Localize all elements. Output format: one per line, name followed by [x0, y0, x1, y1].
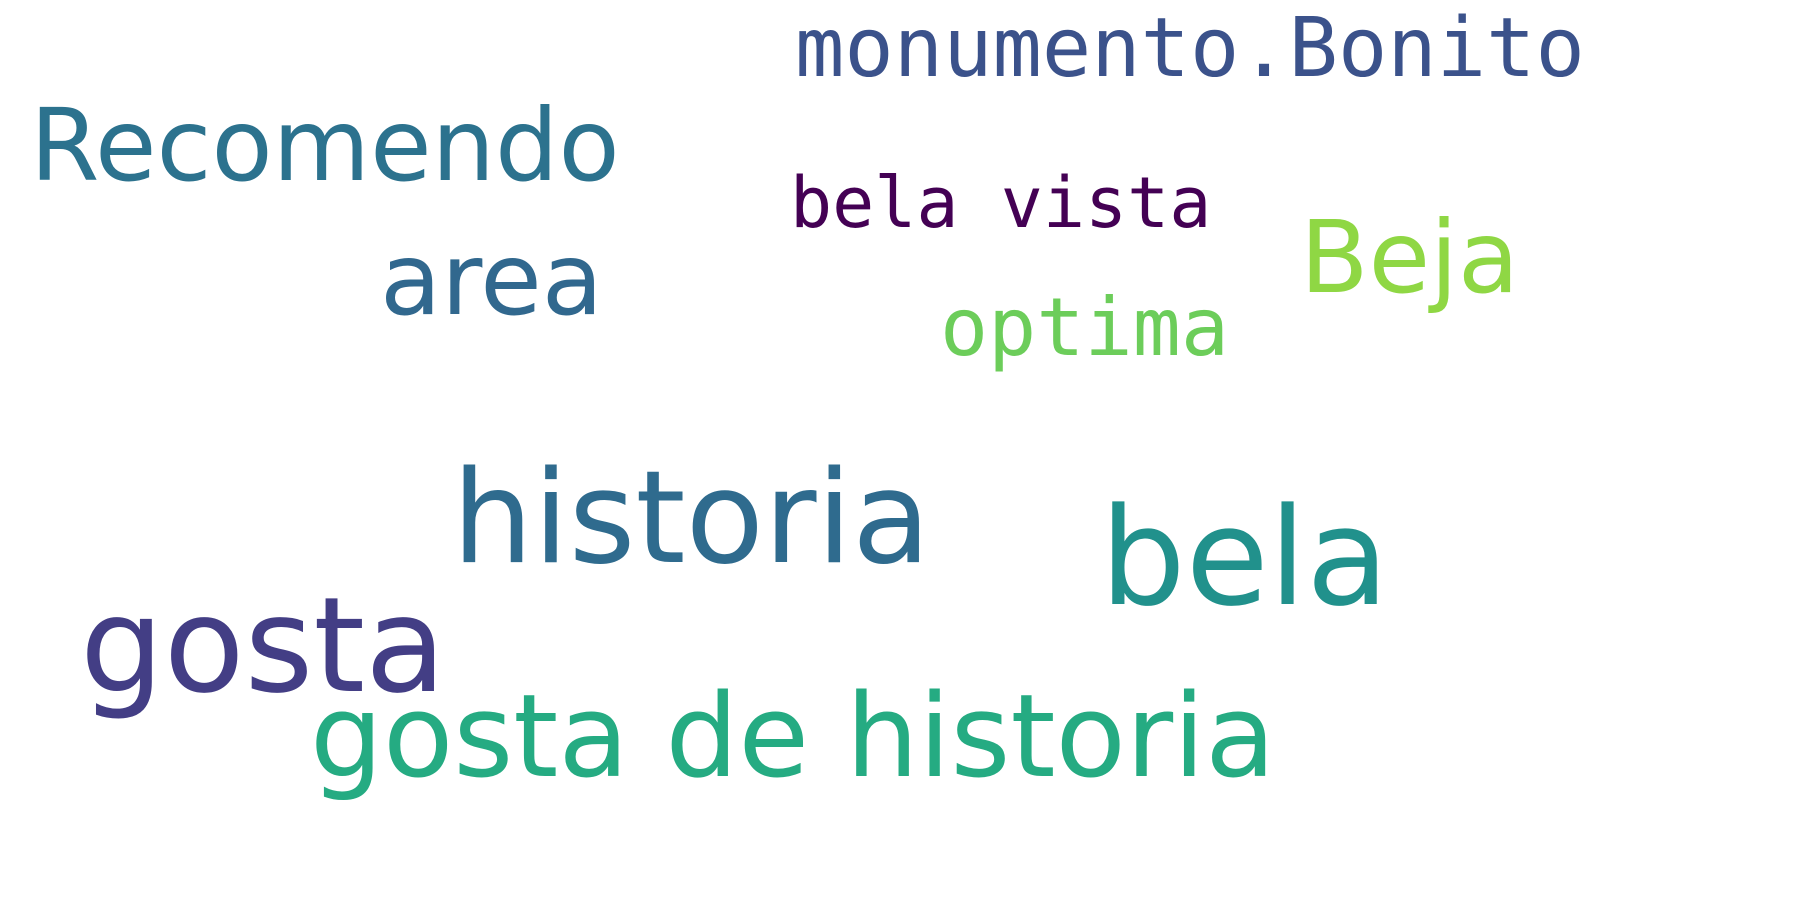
- word-gosta-de-historia: gosta de historia: [310, 670, 1276, 804]
- word-area: area: [380, 221, 603, 338]
- word-gosta: gosta: [80, 569, 446, 723]
- word-optima: optima: [940, 281, 1229, 374]
- word-beja: Beja: [1300, 199, 1520, 316]
- word-recomendo: Recomendo: [30, 87, 620, 204]
- word-bela: bela: [1100, 479, 1389, 636]
- word-bela-vista: bela vista: [790, 162, 1212, 244]
- word-historia: historia: [452, 444, 931, 593]
- word-monumento-bonito: monumento.Bonito: [795, 1, 1585, 96]
